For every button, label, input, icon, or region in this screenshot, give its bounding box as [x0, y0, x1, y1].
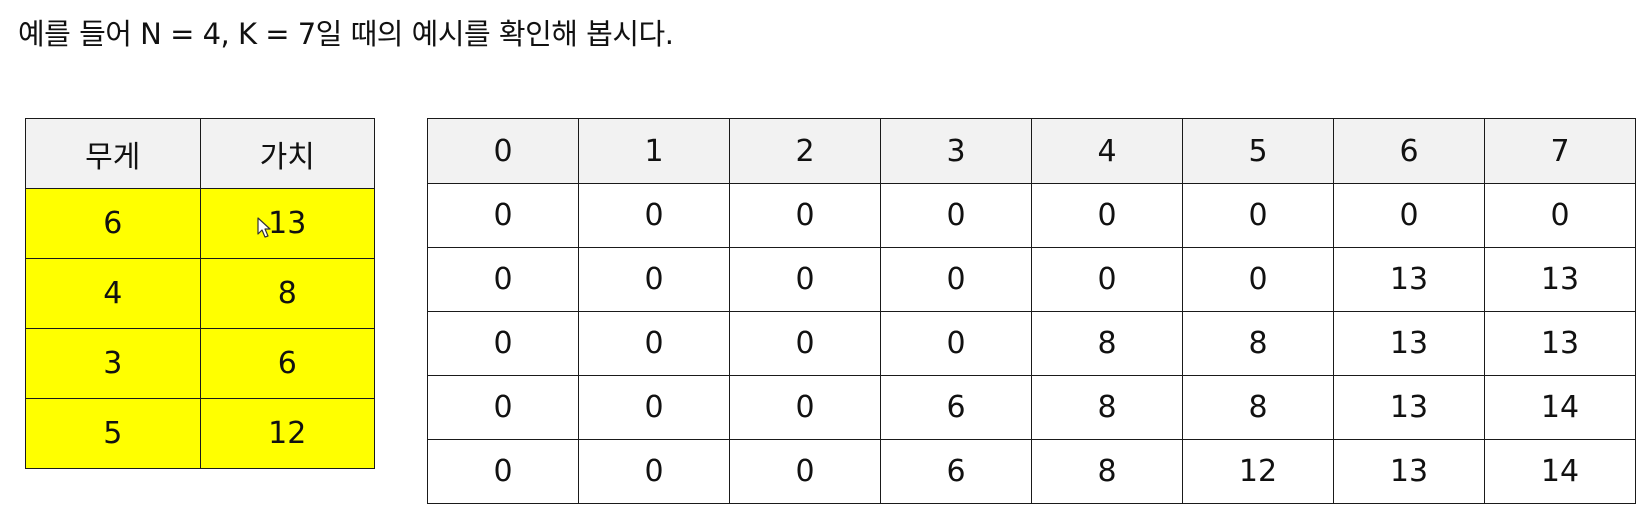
capacity-header-5: 5	[1182, 118, 1334, 184]
dp-cell: 13	[1484, 311, 1636, 376]
dp-cell: 0	[1031, 183, 1183, 248]
item-value-cell: 8	[199, 258, 375, 329]
capacity-header-1: 1	[578, 118, 730, 184]
dp-cell: 13	[1333, 311, 1485, 376]
dp-cell: 0	[427, 247, 579, 312]
dp-cell: 0	[880, 247, 1032, 312]
dp-cell: 0	[578, 247, 730, 312]
dp-cell: 0	[427, 183, 579, 248]
dp-cell: 0	[880, 311, 1032, 376]
item-row: 5 12	[25, 398, 375, 469]
dp-cell: 6	[880, 439, 1032, 504]
dp-cell: 0	[427, 375, 579, 440]
dp-cell: 0	[578, 183, 730, 248]
dp-row: 0 0 0 0 8 8 13 13	[427, 311, 1636, 376]
item-weight-cell: 5	[25, 398, 201, 469]
item-value-cell: 6	[199, 328, 375, 399]
dp-cell: 0	[578, 375, 730, 440]
dp-cell: 8	[1031, 311, 1183, 376]
dp-cell: 13	[1333, 439, 1485, 504]
capacity-header-7: 7	[1484, 118, 1636, 184]
item-weight-cell: 6	[25, 188, 201, 259]
capacity-header-4: 4	[1031, 118, 1183, 184]
item-row: 6 13	[25, 188, 375, 259]
item-value-cell: 13	[199, 188, 375, 259]
intro-text: 예를 들어 N = 4, K = 7일 때의 예시를 확인해 봅시다.	[18, 17, 674, 51]
dp-cell: 0	[427, 439, 579, 504]
dp-cell: 0	[1182, 247, 1334, 312]
dp-row: 0 0 0 0 0 0 13 13	[427, 247, 1636, 312]
items-table-header-row: 무게 가치	[25, 118, 375, 189]
dp-cell: 13	[1333, 375, 1485, 440]
dp-cell: 0	[729, 247, 881, 312]
weight-header: 무게	[25, 118, 201, 189]
capacity-header-3: 3	[880, 118, 1032, 184]
dp-cell: 0	[729, 311, 881, 376]
dp-cell: 14	[1484, 439, 1636, 504]
dp-cell: 8	[1182, 311, 1334, 376]
dp-cell: 0	[880, 183, 1032, 248]
dp-cell: 0	[729, 183, 881, 248]
item-weight-cell: 4	[25, 258, 201, 329]
dp-cell: 0	[1484, 183, 1636, 248]
item-value-cell: 12	[199, 398, 375, 469]
dp-cell: 0	[729, 375, 881, 440]
mouse-pointer-icon	[257, 217, 271, 238]
dp-cell: 13	[1333, 247, 1485, 312]
dp-cell: 0	[1031, 247, 1183, 312]
dp-cell: 6	[880, 375, 1032, 440]
capacity-header-2: 2	[729, 118, 881, 184]
dp-row: 0 0 0 6 8 8 13 14	[427, 375, 1636, 440]
dp-cell: 13	[1484, 247, 1636, 312]
items-table: 무게 가치 6 13 4 8 3 6 5 12	[25, 118, 375, 469]
dp-cell: 12	[1182, 439, 1334, 504]
dp-cell: 8	[1031, 375, 1183, 440]
dp-cell: 0	[578, 439, 730, 504]
capacity-header-0: 0	[427, 118, 579, 184]
dp-cell: 0	[1182, 183, 1334, 248]
dp-cell: 0	[729, 439, 881, 504]
dp-cell: 0	[1333, 183, 1485, 248]
value-header: 가치	[199, 118, 375, 189]
dp-cell: 8	[1182, 375, 1334, 440]
dp-cell: 0	[427, 311, 579, 376]
dp-row: 0 0 0 6 8 12 13 14	[427, 439, 1636, 504]
capacity-header-6: 6	[1333, 118, 1485, 184]
dp-cell: 0	[578, 311, 730, 376]
item-weight-cell: 3	[25, 328, 201, 399]
dp-cell: 8	[1031, 439, 1183, 504]
dp-cell: 14	[1484, 375, 1636, 440]
